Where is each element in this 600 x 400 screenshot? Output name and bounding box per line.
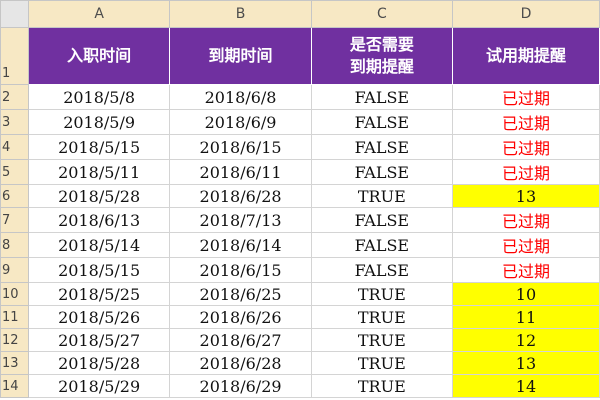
table-row: 10 2018/5/25 2018/6/25 TRUE 10	[0, 282, 600, 306]
cell-probation-reminder[interactable]: 12	[451, 328, 600, 352]
row-header-1[interactable]: 1	[0, 27, 29, 85]
cell-probation-reminder[interactable]: 已过期	[451, 257, 600, 283]
cell-probation-reminder[interactable]: 已过期	[451, 84, 600, 110]
cell-needs-reminder[interactable]: FALSE	[310, 257, 453, 283]
cell-needs-reminder[interactable]: TRUE	[310, 305, 453, 329]
row-header[interactable]: 3	[0, 109, 29, 135]
cell-expiry-date[interactable]: 2018/6/28	[169, 184, 312, 208]
table-row: 12 2018/5/27 2018/6/27 TRUE 12	[0, 328, 600, 352]
cell-needs-reminder[interactable]: FALSE	[310, 84, 453, 110]
row-header[interactable]: 7	[0, 207, 29, 233]
row-header[interactable]: 2	[0, 84, 29, 110]
cell-needs-reminder[interactable]: TRUE	[310, 351, 453, 375]
column-header-c[interactable]: C	[310, 0, 453, 28]
table-row: 14 2018/5/29 2018/6/29 TRUE 14	[0, 374, 600, 398]
cell-hire-date[interactable]: 2018/5/11	[27, 159, 171, 185]
cell-expiry-date[interactable]: 2018/6/8	[169, 84, 312, 110]
cell-hire-date[interactable]: 2018/5/15	[27, 257, 171, 283]
cell-hire-date[interactable]: 2018/5/27	[27, 328, 171, 352]
cell-expiry-date[interactable]: 2018/6/27	[169, 328, 312, 352]
cell-expiry-date[interactable]: 2018/6/26	[169, 305, 312, 329]
cell-needs-reminder[interactable]: FALSE	[310, 134, 453, 160]
cell-probation-reminder[interactable]: 13	[451, 184, 600, 208]
header-cell-needs-reminder-text: 是否需要 到期提醒	[349, 35, 414, 76]
cell-expiry-date[interactable]: 2018/6/11	[169, 159, 312, 185]
cell-hire-date[interactable]: 2018/5/28	[27, 351, 171, 375]
header-cell-expiry-date[interactable]: 到期时间	[169, 27, 312, 85]
cell-expiry-date[interactable]: 2018/6/15	[169, 257, 312, 283]
cell-needs-reminder[interactable]: FALSE	[310, 232, 453, 258]
row-header[interactable]: 12	[0, 328, 29, 352]
row-header[interactable]: 6	[0, 184, 29, 208]
cell-probation-reminder[interactable]: 13	[451, 351, 600, 375]
table-row: 7 2018/6/13 2018/7/13 FALSE 已过期	[0, 207, 600, 233]
cell-needs-reminder[interactable]: TRUE	[310, 282, 453, 306]
table-row: 5 2018/5/11 2018/6/11 FALSE 已过期	[0, 159, 600, 185]
cell-probation-reminder[interactable]: 已过期	[451, 109, 600, 135]
cell-hire-date[interactable]: 2018/5/9	[27, 109, 171, 135]
cell-expiry-date[interactable]: 2018/6/9	[169, 109, 312, 135]
cell-hire-date[interactable]: 2018/5/14	[27, 232, 171, 258]
header-cell-hire-date[interactable]: 入职时间	[27, 27, 171, 85]
table-row: 6 2018/5/28 2018/6/28 TRUE 13	[0, 184, 600, 208]
cell-needs-reminder[interactable]: TRUE	[310, 374, 453, 398]
table-row: 3 2018/5/9 2018/6/9 FALSE 已过期	[0, 109, 600, 135]
cell-expiry-date[interactable]: 2018/6/25	[169, 282, 312, 306]
table-row: 4 2018/5/15 2018/6/15 FALSE 已过期	[0, 134, 600, 160]
cell-needs-reminder[interactable]: TRUE	[310, 184, 453, 208]
header-cell-probation-reminder[interactable]: 试用期提醒	[451, 27, 600, 85]
header-cell-needs-reminder[interactable]: 是否需要 到期提醒	[310, 27, 453, 85]
cell-expiry-date[interactable]: 2018/6/14	[169, 232, 312, 258]
cell-probation-reminder[interactable]: 已过期	[451, 207, 600, 233]
table-row: 13 2018/5/28 2018/6/28 TRUE 13	[0, 351, 600, 375]
cell-hire-date[interactable]: 2018/5/26	[27, 305, 171, 329]
row-header[interactable]: 8	[0, 232, 29, 258]
cell-expiry-date[interactable]: 2018/7/13	[169, 207, 312, 233]
row-header[interactable]: 9	[0, 257, 29, 283]
row-header[interactable]: 5	[0, 159, 29, 185]
table-row: 9 2018/5/15 2018/6/15 FALSE 已过期	[0, 257, 600, 283]
cell-expiry-date[interactable]: 2018/6/15	[169, 134, 312, 160]
cell-probation-reminder[interactable]: 已过期	[451, 232, 600, 258]
cell-needs-reminder[interactable]: FALSE	[310, 159, 453, 185]
cell-expiry-date[interactable]: 2018/6/29	[169, 374, 312, 398]
cell-probation-reminder[interactable]: 11	[451, 305, 600, 329]
cell-hire-date[interactable]: 2018/5/25	[27, 282, 171, 306]
cell-hire-date[interactable]: 2018/5/29	[27, 374, 171, 398]
column-header-b[interactable]: B	[169, 0, 312, 28]
row-header[interactable]: 4	[0, 134, 29, 160]
cell-probation-reminder[interactable]: 10	[451, 282, 600, 306]
row-header[interactable]: 13	[0, 351, 29, 375]
column-header-d[interactable]: D	[451, 0, 600, 28]
row-header[interactable]: 14	[0, 374, 29, 398]
select-all-corner[interactable]	[0, 0, 29, 28]
table-row: 11 2018/5/26 2018/6/26 TRUE 11	[0, 305, 600, 329]
column-header-a[interactable]: A	[27, 0, 171, 28]
cell-needs-reminder[interactable]: FALSE	[310, 207, 453, 233]
cell-needs-reminder[interactable]: TRUE	[310, 328, 453, 352]
cell-probation-reminder[interactable]: 14	[451, 374, 600, 398]
cell-hire-date[interactable]: 2018/5/8	[27, 84, 171, 110]
cell-probation-reminder[interactable]: 已过期	[451, 159, 600, 185]
row-header[interactable]: 10	[0, 282, 29, 306]
table-row: 2 2018/5/8 2018/6/8 FALSE 已过期	[0, 84, 600, 110]
cell-probation-reminder[interactable]: 已过期	[451, 134, 600, 160]
cell-expiry-date[interactable]: 2018/6/28	[169, 351, 312, 375]
cell-hire-date[interactable]: 2018/5/28	[27, 184, 171, 208]
table-row: 8 2018/5/14 2018/6/14 FALSE 已过期	[0, 232, 600, 258]
cell-hire-date[interactable]: 2018/5/15	[27, 134, 171, 160]
cell-needs-reminder[interactable]: FALSE	[310, 109, 453, 135]
cell-hire-date[interactable]: 2018/6/13	[27, 207, 171, 233]
row-header[interactable]: 11	[0, 305, 29, 329]
